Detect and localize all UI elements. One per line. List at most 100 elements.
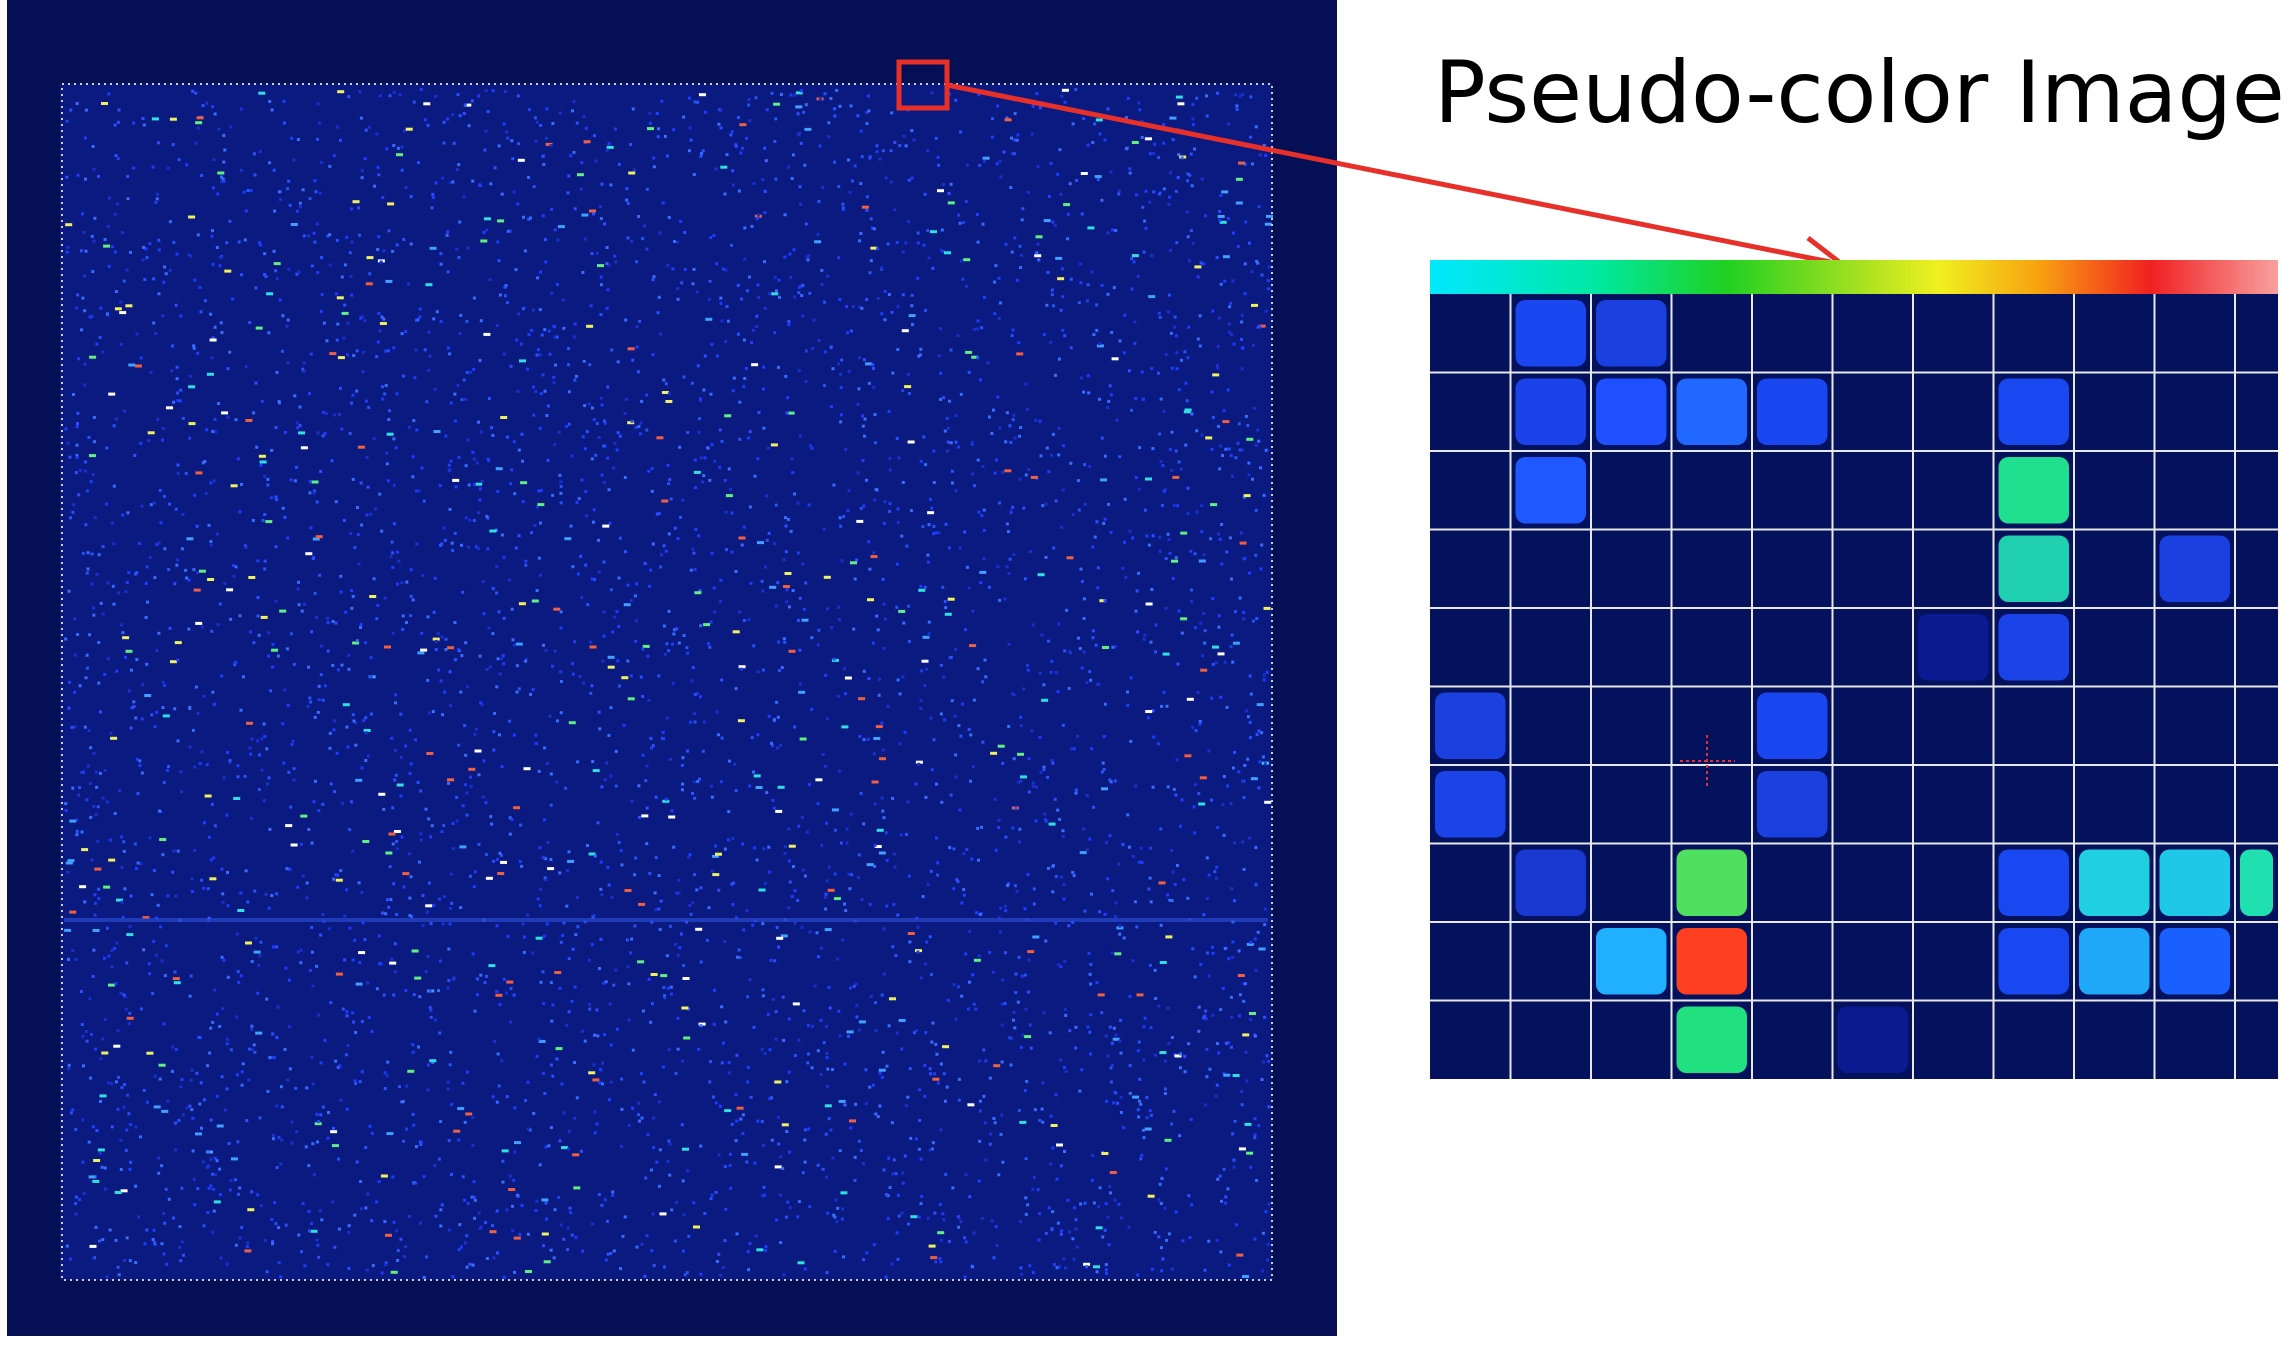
spot xyxy=(281,314,285,318)
spot xyxy=(452,141,456,145)
spot xyxy=(1062,883,1066,887)
spot xyxy=(927,511,935,515)
spot xyxy=(845,305,848,309)
spot xyxy=(103,244,111,248)
spot xyxy=(976,356,980,360)
spot xyxy=(1071,1237,1075,1241)
spot xyxy=(857,876,860,880)
spot xyxy=(271,945,275,949)
spot xyxy=(110,1082,114,1086)
spot xyxy=(1228,536,1232,540)
spot xyxy=(319,1061,323,1065)
spot xyxy=(391,806,395,810)
spot xyxy=(972,1002,976,1006)
spot xyxy=(1210,798,1214,802)
spot xyxy=(325,412,329,416)
spot xyxy=(69,516,72,520)
spot xyxy=(193,765,197,769)
spot xyxy=(1152,190,1156,194)
spot xyxy=(534,1209,538,1212)
spot xyxy=(832,1213,836,1217)
spot xyxy=(693,873,696,877)
spot xyxy=(422,1276,426,1279)
spot xyxy=(120,1189,128,1193)
spot xyxy=(86,551,90,555)
spot xyxy=(274,426,278,429)
spot xyxy=(353,1079,357,1083)
spot xyxy=(364,759,368,762)
spot xyxy=(1223,279,1227,283)
spot xyxy=(634,619,638,623)
spot xyxy=(1055,1177,1059,1181)
spot xyxy=(434,1018,437,1022)
spot xyxy=(135,332,139,336)
spot xyxy=(1086,143,1090,147)
spot xyxy=(777,1142,781,1146)
spot xyxy=(1261,755,1265,759)
spot xyxy=(824,907,828,911)
spot xyxy=(878,1071,882,1075)
spot xyxy=(465,791,469,795)
spot xyxy=(419,1143,423,1146)
spot xyxy=(1098,1186,1102,1190)
spot xyxy=(420,466,424,470)
spot xyxy=(559,610,563,614)
spot xyxy=(688,853,692,857)
spot xyxy=(130,706,134,710)
spot xyxy=(889,180,893,184)
spot xyxy=(962,888,966,892)
spot xyxy=(505,1208,509,1212)
spot xyxy=(83,469,87,473)
spot xyxy=(920,669,924,673)
spot xyxy=(1021,1033,1025,1037)
spot xyxy=(775,700,779,704)
spot xyxy=(721,267,725,271)
spot xyxy=(164,1187,168,1191)
spot xyxy=(766,1012,770,1016)
spot xyxy=(1210,390,1214,394)
spot xyxy=(440,542,444,546)
spot xyxy=(1148,876,1152,880)
spot xyxy=(1243,262,1247,266)
spot xyxy=(98,1239,101,1243)
spot xyxy=(446,117,450,121)
spot xyxy=(832,483,836,487)
spot xyxy=(662,799,670,803)
spot xyxy=(1092,1201,1096,1205)
spot xyxy=(607,488,611,492)
spot xyxy=(949,182,953,186)
spot xyxy=(345,725,349,729)
spot xyxy=(1170,1267,1174,1271)
spot xyxy=(385,279,393,283)
spot xyxy=(1128,1064,1132,1067)
spot xyxy=(484,853,488,857)
spot xyxy=(195,121,203,125)
spot xyxy=(548,352,552,356)
spot xyxy=(226,415,230,419)
spot xyxy=(367,406,371,409)
spot xyxy=(1247,241,1251,245)
spot xyxy=(566,1226,570,1230)
spot xyxy=(605,262,609,266)
spot xyxy=(811,346,815,350)
spot xyxy=(1035,251,1039,255)
spot xyxy=(1238,993,1242,997)
spot xyxy=(881,809,885,813)
spot xyxy=(127,571,131,575)
spot xyxy=(710,1193,714,1197)
spot xyxy=(724,1109,732,1113)
spot xyxy=(551,1003,555,1007)
spot xyxy=(954,647,958,651)
spot xyxy=(315,1238,319,1242)
spot xyxy=(92,415,96,419)
spot xyxy=(382,807,386,811)
spot xyxy=(625,938,629,942)
spot xyxy=(487,459,491,463)
spot xyxy=(537,769,541,773)
spot xyxy=(801,1171,805,1175)
spot xyxy=(361,921,365,925)
spot xyxy=(125,268,129,272)
spot xyxy=(898,609,906,613)
spot xyxy=(1020,253,1023,257)
spot xyxy=(1097,993,1105,997)
